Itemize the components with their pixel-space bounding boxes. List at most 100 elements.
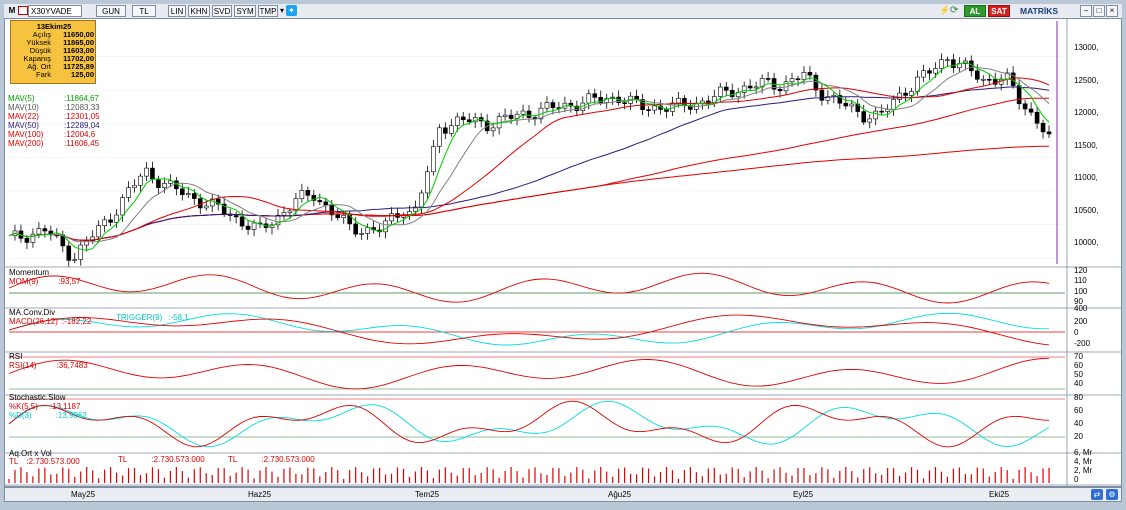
time-tick: Tem25 bbox=[415, 490, 440, 499]
volume-legend-3: TL:2.730.573.000 bbox=[228, 455, 315, 464]
scroll-left-icon[interactable]: ⇄ bbox=[1091, 489, 1103, 500]
candle-body bbox=[765, 78, 771, 80]
chart-canvas[interactable] bbox=[4, 18, 1122, 487]
candle-body bbox=[454, 116, 460, 126]
candle-body bbox=[90, 236, 95, 241]
price-tick: 11500, bbox=[1074, 141, 1098, 150]
price-tick: 13000, bbox=[1074, 43, 1099, 52]
macd-title: MA.Conv.Div bbox=[9, 308, 56, 317]
candle-body bbox=[729, 90, 735, 98]
candle-body bbox=[413, 206, 418, 212]
volume-value: :2.730.573.000 bbox=[151, 455, 205, 464]
maximize-icon[interactable]: □ bbox=[1093, 5, 1105, 17]
time-tick: Ağu25 bbox=[608, 490, 632, 499]
volume-tick: 2, Mr bbox=[1074, 466, 1093, 475]
candle-body bbox=[825, 96, 831, 101]
candle-body bbox=[861, 111, 867, 123]
info-label: Kapanış bbox=[23, 54, 51, 63]
scale-tmp-button[interactable]: TMP bbox=[258, 5, 278, 17]
info-label: Düşük bbox=[29, 46, 51, 55]
macd-trigger-value: :-58,1 bbox=[168, 313, 189, 322]
candle-body bbox=[365, 227, 370, 234]
menu-m-button[interactable]: M bbox=[8, 6, 16, 15]
brand-logo: MATRİKS bbox=[1020, 6, 1059, 16]
candle-body bbox=[245, 225, 251, 230]
momentum-line-label: MOM(9) bbox=[9, 277, 39, 286]
ma200-legend: MAV(200):11606,45 bbox=[8, 139, 99, 148]
ma-label: MAV(10) bbox=[8, 103, 39, 112]
twitter-icon[interactable]: ✦ bbox=[286, 5, 297, 16]
candle-body bbox=[114, 214, 119, 223]
currency-button[interactable]: TL bbox=[132, 5, 156, 17]
price-tick: 10000, bbox=[1074, 238, 1099, 247]
candle-body bbox=[341, 214, 347, 218]
candle-body bbox=[1028, 108, 1034, 113]
lightning-icon[interactable]: ⚡ bbox=[939, 5, 951, 15]
candle-body bbox=[120, 197, 125, 216]
minimize-icon[interactable]: – bbox=[1080, 5, 1092, 17]
symbol-field[interactable]: X30YVADE bbox=[28, 5, 82, 17]
candle-body bbox=[449, 125, 454, 134]
stoch-tick: 20 bbox=[1074, 432, 1083, 441]
ma22-legend: MAV(22):12301,05 bbox=[8, 112, 100, 121]
volume-tick: 4, Mr bbox=[1074, 457, 1093, 466]
rsi-tick: 40 bbox=[1074, 379, 1083, 388]
candle-body bbox=[1040, 122, 1046, 133]
scale-sym-button[interactable]: SYM bbox=[234, 5, 256, 17]
rsi-value: :36,7483 bbox=[56, 361, 88, 370]
macd-tick: 200 bbox=[1074, 317, 1088, 326]
candle-body bbox=[1010, 72, 1016, 86]
candle-body bbox=[460, 116, 466, 121]
macd-tick: -200 bbox=[1074, 339, 1091, 348]
period-button[interactable]: GUN bbox=[96, 5, 126, 17]
buy-button[interactable]: AL bbox=[964, 5, 986, 17]
ma-value: :12289,04 bbox=[64, 121, 100, 130]
candle-body bbox=[789, 78, 795, 83]
dropdown-icon[interactable]: ▾ bbox=[280, 6, 285, 15]
rsi-tick: 60 bbox=[1074, 361, 1083, 370]
candle-body bbox=[508, 114, 514, 119]
refresh-icon[interactable]: ⟳ bbox=[950, 5, 959, 16]
ma200-line bbox=[8, 145, 1049, 241]
macd-tick: 400 bbox=[1074, 304, 1088, 313]
candle-body bbox=[502, 114, 508, 117]
momentum-value: :93,57 bbox=[58, 277, 81, 286]
candle-body bbox=[359, 233, 364, 235]
ma5-line bbox=[8, 61, 1050, 251]
scale-lin-button[interactable]: LIN bbox=[168, 5, 186, 17]
ma50-line bbox=[8, 86, 1050, 241]
ma-value: :12301,05 bbox=[64, 112, 100, 121]
candle-body bbox=[843, 102, 849, 107]
candle-body bbox=[132, 185, 137, 188]
chart-graphics bbox=[5, 19, 1121, 486]
settings-icon[interactable]: ⚙ bbox=[1106, 489, 1118, 500]
close-icon[interactable]: × bbox=[1106, 5, 1118, 17]
ma-label: MAV(200) bbox=[8, 139, 44, 148]
candle-body bbox=[939, 59, 944, 69]
scale-khn-button[interactable]: KHN bbox=[188, 5, 210, 17]
candle-body bbox=[335, 214, 341, 218]
candle-body bbox=[819, 89, 825, 101]
sell-button[interactable]: SAT bbox=[988, 5, 1010, 17]
candle-body bbox=[162, 183, 167, 188]
candle-body bbox=[706, 100, 711, 104]
candle-body bbox=[305, 190, 311, 196]
rsi-legend: RSI(14):36,7483 bbox=[9, 361, 88, 370]
ma50-legend: MAV(50):12289,04 bbox=[8, 121, 100, 130]
info-row-close: Kapanış 11702,00 bbox=[11, 55, 97, 63]
rsi-title: RSI bbox=[9, 352, 23, 361]
candle-body bbox=[903, 92, 908, 96]
candle-body bbox=[419, 192, 424, 208]
candle-body bbox=[1034, 111, 1040, 124]
candle-body bbox=[215, 198, 221, 205]
info-value: 125,00 bbox=[71, 70, 94, 79]
candle-body bbox=[550, 102, 556, 108]
info-value: 11650,00 bbox=[63, 30, 94, 39]
time-tick: Eki25 bbox=[989, 490, 1010, 499]
scale-svd-button[interactable]: SVD bbox=[212, 5, 232, 17]
candle-body bbox=[24, 238, 30, 243]
candle-body bbox=[520, 110, 526, 115]
candle-body bbox=[443, 127, 448, 134]
candle-body bbox=[466, 119, 472, 123]
time-axis-bar[interactable]: May25 Haz25 Tem25 Ağu25 Eyl25 Eki25 ⇄ ⚙ bbox=[4, 487, 1122, 502]
